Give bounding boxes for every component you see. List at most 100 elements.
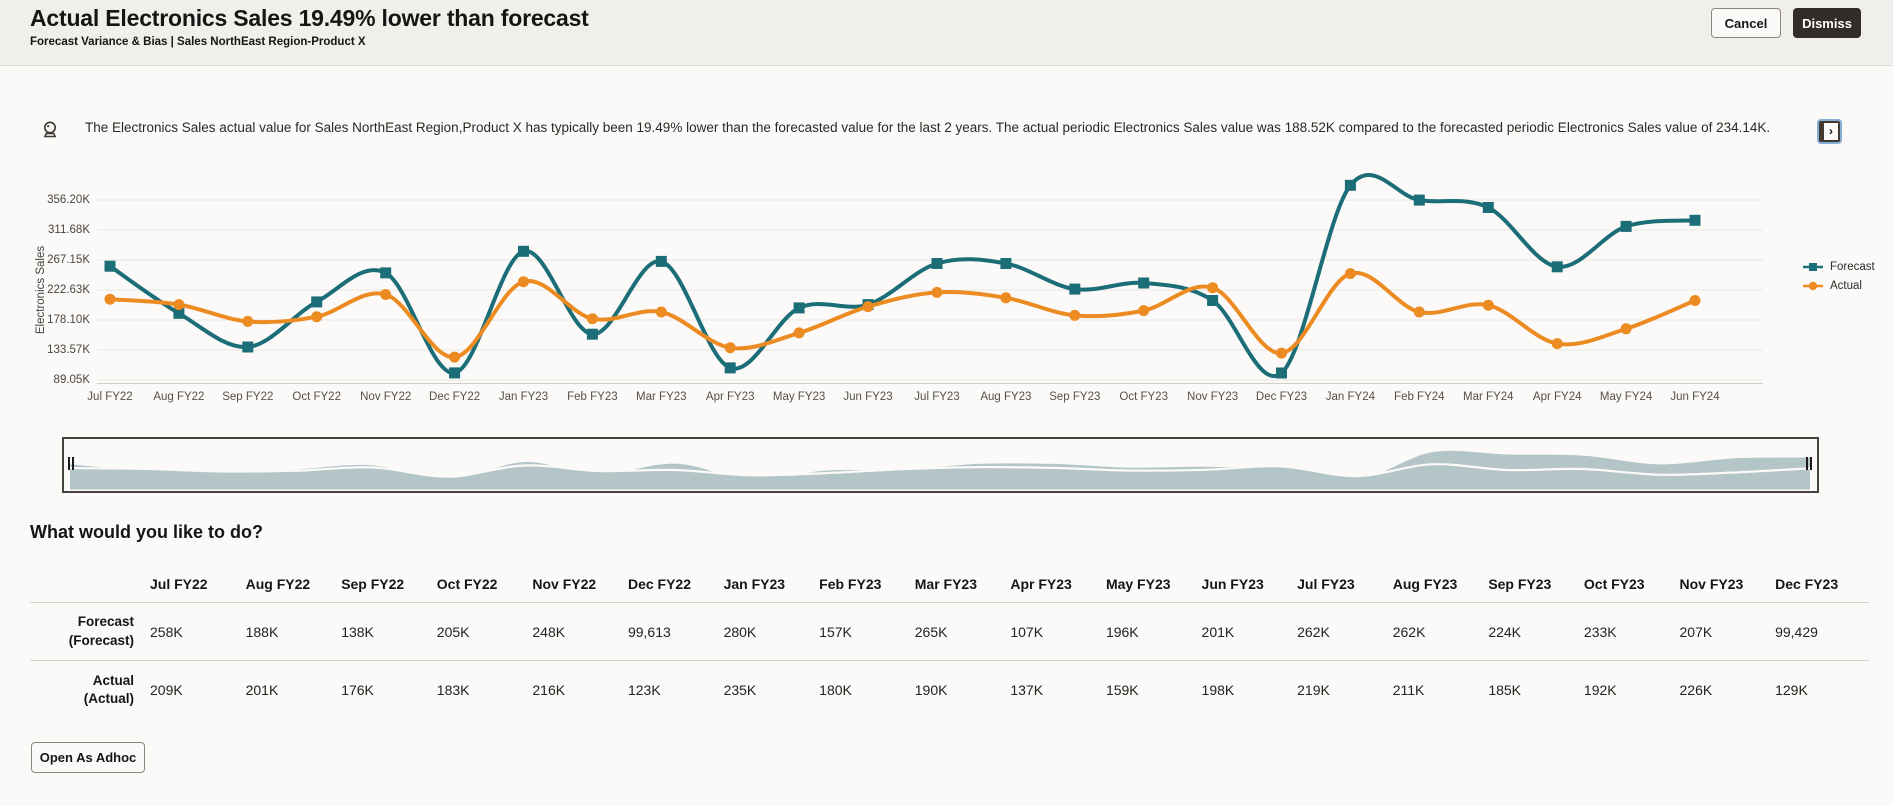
- table-cell: 190K: [914, 682, 948, 698]
- table-cell: 129K: [1775, 682, 1808, 698]
- table-cell: 201K: [1199, 603, 1296, 661]
- table-cell: 226K: [1679, 682, 1713, 698]
- insight-text: The Electronics Sales actual value for S…: [85, 120, 1771, 135]
- svg-text:Nov FY23: Nov FY23: [1187, 391, 1238, 403]
- table-cell: 211K: [1392, 682, 1425, 698]
- table-cell: 157K: [817, 603, 913, 661]
- table-cell: 196K: [1103, 603, 1200, 661]
- table-cell: 185K: [1488, 682, 1522, 698]
- svg-text:Sep FY22: Sep FY22: [222, 391, 273, 403]
- table-col-header: Nov FY23: [1677, 566, 1774, 603]
- table-cell: 209K: [150, 682, 183, 698]
- x-axis-labels: Jul FY22 Aug FY22 Sep FY22 Oct FY22 Nov FY22…: [87, 391, 1720, 403]
- table-cell: 262K: [1295, 603, 1391, 661]
- table-col-header: Jun FY23: [1199, 566, 1296, 603]
- svg-text:356.20K: 356.20K: [47, 194, 90, 206]
- svg-text:89.05K: 89.05K: [54, 374, 91, 386]
- table-col-header: Sep FY23: [1486, 566, 1582, 603]
- slider-handle-right[interactable]: [1806, 457, 1812, 470]
- svg-text:Nov FY22: Nov FY22: [360, 391, 411, 403]
- legend-label: Actual: [1830, 279, 1862, 292]
- svg-text:Aug FY22: Aug FY22: [153, 391, 204, 403]
- legend-item-forecast[interactable]: Forecast: [1802, 257, 1875, 276]
- expand-panel-bar: [1821, 123, 1824, 140]
- table-cell: 205K: [434, 603, 531, 661]
- legend-item-actual[interactable]: Actual: [1802, 276, 1875, 295]
- slider-handle-left[interactable]: [68, 457, 74, 470]
- svg-text:Jan FY23: Jan FY23: [499, 391, 548, 403]
- chart-gridlines: 356.20K 311.68K 267.15K 222.63K 178.10K 133.5…: [47, 194, 1763, 386]
- table-col-header: Jan FY23: [721, 566, 818, 603]
- y-axis-title: Electronics Sales: [35, 246, 47, 334]
- svg-text:Apr FY23: Apr FY23: [706, 391, 755, 403]
- svg-text:Oct FY22: Oct FY22: [292, 391, 341, 403]
- table-cell: 183K: [436, 682, 470, 698]
- table-cell: 248K: [530, 603, 626, 661]
- svg-text:Feb FY24: Feb FY24: [1394, 391, 1445, 403]
- table-cell: 159K: [1105, 682, 1139, 698]
- table-cell: 99,613: [625, 603, 722, 661]
- page-subtitle: Forecast Variance & Bias | Sales NorthEa…: [30, 36, 366, 48]
- table-cell: 138K: [339, 603, 435, 661]
- table-cell: 233K: [1581, 603, 1678, 661]
- table-cell: 176K: [341, 682, 374, 698]
- table-cell: 216K: [532, 682, 566, 698]
- table-col-header: Aug FY23: [1390, 566, 1487, 603]
- svg-text:311.68K: 311.68K: [48, 224, 90, 236]
- table-cell: 137K: [1010, 682, 1044, 698]
- svg-text:Mar FY24: Mar FY24: [1463, 391, 1514, 403]
- table-cell: 192K: [1583, 682, 1617, 698]
- table-cell: 107K: [1008, 603, 1104, 661]
- actual-marker-icon: [1803, 281, 1823, 290]
- svg-text:Dec FY23: Dec FY23: [1256, 391, 1307, 403]
- table-cell: 123K: [627, 682, 661, 698]
- table-col-header: Aug FY22: [243, 566, 340, 603]
- table-col-header: Sep FY22: [339, 566, 435, 603]
- svg-text:Feb FY23: Feb FY23: [567, 391, 618, 403]
- forecast-line[interactable]: [108, 172, 1697, 378]
- svg-text:Jun FY23: Jun FY23: [843, 391, 892, 403]
- svg-text:133.57K: 133.57K: [47, 344, 90, 356]
- table-cell: 198K: [1201, 682, 1235, 698]
- page-title: Actual Electronics Sales 19.49% lower th…: [30, 5, 589, 31]
- forecast-markers[interactable]: [104, 179, 1701, 379]
- table-col-header: May FY23: [1103, 566, 1200, 603]
- table-col-header: Jul FY22: [148, 566, 244, 603]
- actual-markers[interactable]: [104, 268, 1701, 363]
- table-cell: 180K: [819, 682, 852, 698]
- what-would-you-like-heading: What would you like to do?: [30, 522, 263, 542]
- chart-overview-slider[interactable]: [62, 437, 1819, 493]
- svg-text:Apr FY24: Apr FY24: [1533, 391, 1582, 403]
- table-cell: 280K: [721, 603, 818, 661]
- table-col-header: Mar FY23: [912, 566, 1009, 603]
- svg-text:222.63K: 222.63K: [47, 284, 90, 296]
- svg-text:Aug FY23: Aug FY23: [980, 391, 1031, 403]
- table-cell: 99,429: [1773, 603, 1869, 661]
- table-cell: 262K: [1390, 603, 1487, 661]
- table-col-header: Oct FY22: [434, 566, 531, 603]
- table-cell: 219K: [1297, 682, 1330, 698]
- table-cell: 188K: [243, 603, 340, 661]
- svg-text:267.15K: 267.15K: [47, 254, 90, 266]
- svg-text:Jan FY24: Jan FY24: [1326, 391, 1376, 403]
- expand-panel-icon[interactable]: ›: [1819, 121, 1840, 142]
- table-col-header: Oct FY23: [1581, 566, 1678, 603]
- table-col-header: Dec FY23: [1773, 566, 1869, 603]
- table-col-header: Dec FY22: [625, 566, 722, 603]
- dismiss-button[interactable]: Dismiss: [1793, 8, 1861, 38]
- table-cell: 235K: [723, 682, 757, 698]
- svg-text:May FY24: May FY24: [1600, 391, 1653, 403]
- table-row-label: Forecast (Forecast): [30, 603, 148, 661]
- svg-text:May FY23: May FY23: [773, 391, 825, 403]
- svg-text:Jul FY22: Jul FY22: [87, 391, 132, 403]
- chart-legend: Forecast Actual: [1802, 257, 1875, 295]
- cancel-button[interactable]: Cancel: [1711, 8, 1781, 38]
- svg-text:178.10K: 178.10K: [47, 314, 90, 326]
- svg-text:Sep FY23: Sep FY23: [1049, 391, 1100, 403]
- open-as-adhoc-button[interactable]: Open As Adhoc: [31, 742, 145, 773]
- table-corner-cell: [30, 566, 148, 603]
- forecast-marker-icon: [1803, 262, 1823, 271]
- forecast-actual-table: Jul FY22 Aug FY22 Sep FY22 Oct FY22 Nov FY22…: [30, 566, 1869, 719]
